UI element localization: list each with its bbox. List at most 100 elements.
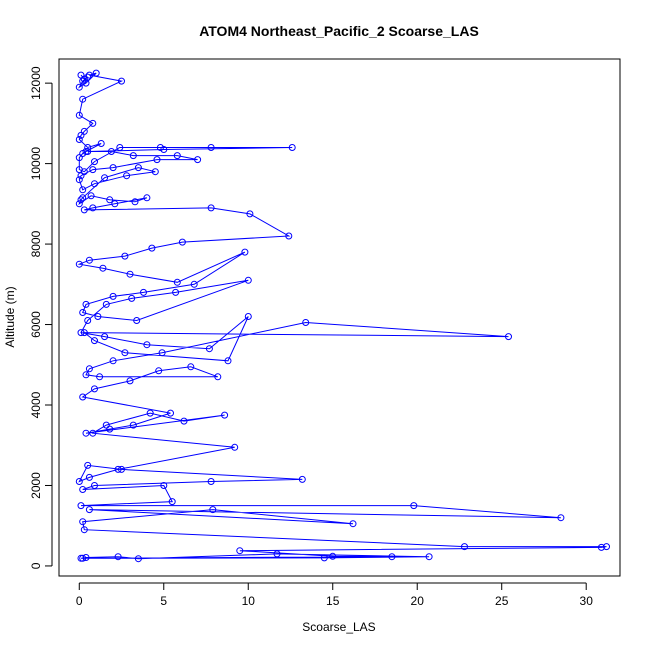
- data-point: [91, 482, 98, 489]
- data-point: [118, 77, 125, 85]
- data-point: [85, 256, 93, 264]
- data-point: [75, 260, 83, 268]
- data-point: [302, 319, 310, 326]
- data-point: [153, 156, 161, 164]
- data-point: [190, 280, 198, 288]
- data-point: [80, 75, 88, 83]
- data-point: [79, 518, 87, 526]
- data-point: [129, 421, 137, 429]
- data-point: [156, 144, 164, 151]
- y-tick-label: 12000: [29, 66, 43, 100]
- data-point: [75, 111, 83, 119]
- y-tick-label: 8000: [29, 230, 43, 257]
- x-tick-label: 15: [326, 594, 340, 608]
- data-point: [143, 341, 151, 349]
- data-point: [92, 69, 100, 77]
- data-point: [89, 204, 97, 212]
- data-point: [285, 232, 293, 240]
- data-point: [151, 168, 159, 176]
- data-point: [557, 514, 565, 522]
- data-point: [180, 417, 188, 425]
- data-point: [273, 550, 281, 558]
- x-tick-label: 0: [76, 594, 83, 608]
- data-point: [99, 264, 107, 272]
- data-point: [91, 180, 98, 188]
- data-point: [224, 357, 232, 365]
- data-point: [244, 313, 252, 320]
- data-point: [214, 373, 222, 381]
- y-tick-label: 10000: [29, 147, 43, 181]
- data-point: [91, 337, 98, 345]
- data-point: [111, 200, 119, 208]
- data-point: [129, 152, 137, 160]
- data-point: [244, 276, 252, 284]
- data-point: [155, 367, 163, 375]
- data-point: [143, 194, 151, 202]
- data-point: [168, 498, 176, 506]
- data-point: [236, 547, 244, 555]
- data-point: [246, 210, 254, 218]
- data-point: [82, 300, 90, 308]
- data-point: [75, 176, 83, 184]
- x-tick-label: 20: [411, 594, 425, 608]
- data-point: [89, 166, 97, 174]
- data-point: [87, 192, 95, 200]
- data-point: [106, 425, 114, 433]
- data-point: [158, 349, 166, 357]
- data-point: [425, 553, 433, 561]
- data-point: [77, 131, 85, 139]
- data-point: [231, 443, 239, 451]
- data-point: [109, 292, 117, 300]
- data-point: [75, 478, 83, 485]
- data-point: [134, 555, 142, 563]
- data-point: [160, 146, 168, 153]
- x-tick-label: 30: [580, 594, 594, 608]
- data-point: [89, 119, 97, 127]
- y-axis: 0 2000 4000 6000 8000 10000 12000: [29, 66, 53, 569]
- data-point: [194, 156, 202, 164]
- y-tick-label: 0: [29, 562, 43, 569]
- data-point: [126, 377, 134, 385]
- data-point: [148, 244, 156, 252]
- x-tick-label: 10: [242, 594, 256, 608]
- data-point: [121, 252, 129, 260]
- data-point: [85, 365, 93, 373]
- data-point: [80, 206, 88, 214]
- data-point: [329, 552, 337, 560]
- data-point: [209, 506, 217, 514]
- data-point: [114, 465, 122, 473]
- data-point: [207, 478, 215, 485]
- data-point: [140, 288, 147, 296]
- x-axis-label: Scoarse_LAS: [302, 620, 375, 634]
- data-point: [146, 409, 154, 417]
- chart-title: ATOM4 Northeast_Pacific_2 Scoarse_LAS: [199, 23, 479, 39]
- data-point: [75, 136, 83, 143]
- data-point: [85, 71, 93, 79]
- data-point: [79, 95, 87, 103]
- data-point: [79, 186, 87, 194]
- data-point: [109, 164, 117, 172]
- x-tick-label: 25: [495, 594, 509, 608]
- data-point: [84, 144, 92, 151]
- data-point: [79, 486, 87, 493]
- data-point: [388, 553, 396, 561]
- plot-area: [75, 69, 610, 563]
- data-point: [77, 502, 85, 510]
- data-point: [84, 317, 92, 324]
- data-point: [82, 79, 90, 87]
- data-point: [118, 465, 125, 473]
- data-point: [89, 429, 97, 437]
- data-point: [121, 349, 129, 357]
- data-point: [96, 373, 104, 381]
- data-point: [172, 288, 180, 296]
- data-point: [221, 411, 229, 419]
- y-tick-label: 2000: [29, 472, 43, 499]
- data-point: [97, 140, 105, 147]
- data-point: [114, 553, 122, 561]
- data-point: [79, 309, 87, 316]
- data-point: [410, 502, 418, 510]
- data-point: [84, 461, 92, 469]
- data-point: [91, 158, 98, 166]
- data-point: [133, 317, 141, 324]
